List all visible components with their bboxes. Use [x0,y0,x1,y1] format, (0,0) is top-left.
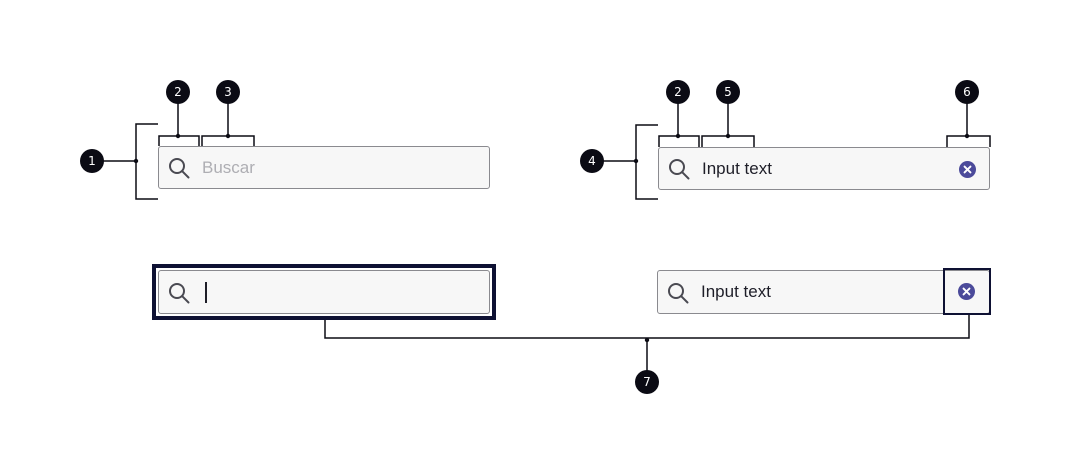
badge-3: 3 [216,80,240,104]
search-field-clear-focused[interactable]: Input text [657,270,990,314]
search-input-text: Input text [702,159,772,178]
search-field-empty[interactable]: Buscar [158,146,490,189]
clear-button-focused[interactable] [943,268,991,315]
search-icon [169,158,190,179]
search-input-text: Input text [701,282,771,301]
bracket-6 [946,135,991,147]
badge-2: 2 [666,80,690,104]
badge-4: 4 [580,149,604,173]
badge-6: 6 [955,80,979,104]
bracket-1 [135,123,158,200]
search-field-focused[interactable] [158,270,490,314]
badge-7: 7 [635,370,659,394]
focus-ring [152,264,496,320]
bracket-4 [635,124,658,200]
clear-circle-icon[interactable] [959,161,976,178]
search-field-filled[interactable]: Input text [658,147,990,190]
clear-circle-icon[interactable] [958,283,975,300]
text-caret [205,282,207,303]
badge-5: 5 [716,80,740,104]
badge-1: 1 [80,149,104,173]
search-icon [669,159,690,180]
badge-2: 2 [166,80,190,104]
search-icon [668,283,689,304]
search-placeholder: Buscar [202,158,255,177]
search-icon [169,283,190,304]
